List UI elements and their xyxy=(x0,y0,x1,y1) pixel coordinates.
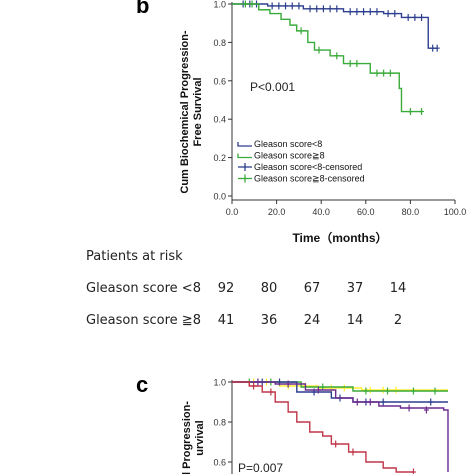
km-curve-3 xyxy=(232,381,448,403)
y-tick-label: 0.2 xyxy=(213,153,226,163)
km-curve-2 xyxy=(232,3,422,113)
legend-label: Gleason score≧8-censored xyxy=(254,174,365,184)
panel-b-axes xyxy=(231,2,455,201)
y-tick-label: 0.8 xyxy=(213,418,226,428)
panel-b-pvalue: P<0.001 xyxy=(250,80,295,94)
x-tick-label: 100.0 xyxy=(444,207,467,217)
panel-b-ylabel-line1: Cum Biochemical Progression- xyxy=(179,30,191,194)
risk-count: 36 xyxy=(260,313,278,328)
risk-count: 67 xyxy=(303,281,321,296)
km-curve-1 xyxy=(232,381,448,391)
legend-swatch-line xyxy=(237,142,252,147)
km-curve-1 xyxy=(232,3,438,49)
x-tick-label: 40.0 xyxy=(312,207,330,217)
legend-label: Gleason score≧8 xyxy=(254,151,325,161)
y-tick-label: 0.6 xyxy=(213,76,226,86)
panel-c-series xyxy=(232,378,449,474)
y-tick-label: 1.0 xyxy=(213,378,226,388)
y-tick-label: 0.0 xyxy=(213,192,226,202)
panel-b-ticks: 0.0 0.2 0.4 0.6 0.8 1.0 0.0 20.0 40.0 60.0 80.0 100… xyxy=(213,0,466,217)
legend-label: Gleason score<8-censored xyxy=(254,162,362,172)
panel-c-ticks: 1.0 0.8 0.6 xyxy=(213,378,232,468)
panel-c-chart: 1.0 0.8 0.6 P=0.007 l Progression- urvival xyxy=(181,378,449,474)
y-tick-label: 1.0 xyxy=(213,0,226,10)
y-tick-label: 0.8 xyxy=(213,38,226,48)
risk-table-title: Patients at risk xyxy=(86,249,183,264)
panel-c-ylabel-line1: l Progression- xyxy=(181,401,193,474)
risk-count: 14 xyxy=(389,281,407,296)
risk-row-low: Gleason score <8 92 80 67 37 14 xyxy=(86,281,466,299)
risk-count: 80 xyxy=(260,281,278,296)
km-curve-5 xyxy=(232,381,414,473)
panel-b-ylabel-line2: Free Survival xyxy=(192,77,204,146)
panel-c-pvalue: P=0.007 xyxy=(238,461,283,474)
risk-row-label: Gleason score <8 xyxy=(86,281,201,296)
y-tick-label: 0.4 xyxy=(213,115,226,125)
panel-c-letter: c xyxy=(136,372,149,397)
legend-label: Gleason score<8 xyxy=(254,139,322,149)
panel-b-series xyxy=(232,0,440,116)
risk-row-high: Gleason score ≧8 41 36 24 14 2 xyxy=(86,313,466,331)
panel-c-ylabel-line2: urvival xyxy=(194,420,206,455)
panel-b-xlabel: Time（months） xyxy=(292,230,387,245)
x-tick-label: 60.0 xyxy=(357,207,375,217)
x-tick-label: 20.0 xyxy=(268,207,286,217)
panel-b-letter: b xyxy=(136,0,150,18)
risk-count: 41 xyxy=(217,313,235,328)
risk-count: 2 xyxy=(393,313,403,328)
y-tick-label: 0.6 xyxy=(213,458,226,468)
x-tick-label: 80.0 xyxy=(402,207,420,217)
risk-count: 92 xyxy=(217,281,235,296)
panel-b-chart: 0.0 0.2 0.4 0.6 0.8 1.0 0.0 20.0 40.0 60.0 80.0 100… xyxy=(179,0,466,245)
legend-swatch-line xyxy=(237,153,252,159)
risk-row-label: Gleason score ≧8 xyxy=(86,313,201,328)
x-tick-label: 0.0 xyxy=(226,207,239,217)
risk-count: 37 xyxy=(346,281,364,296)
risk-count: 24 xyxy=(303,313,321,328)
risk-count: 14 xyxy=(346,313,364,328)
